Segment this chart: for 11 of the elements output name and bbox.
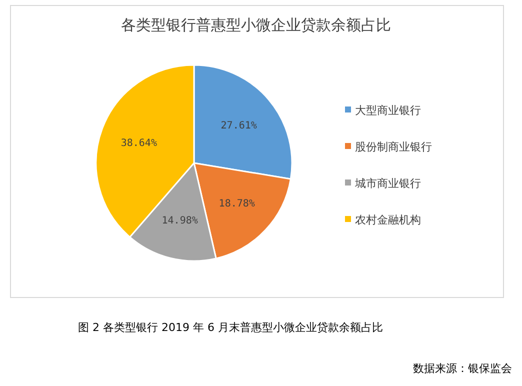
legend-label: 农村金融机构 [355, 213, 421, 226]
data-label: 27.61% [220, 120, 257, 132]
data-label: 38.64% [120, 138, 157, 149]
legend-label: 大型商业银行 [355, 104, 421, 117]
legend-label: 股份制商业银行 [355, 140, 432, 154]
caption: 图 2 各类型银行 2019 年 6 月末普惠型小微企业贷款余额占比 [78, 321, 383, 334]
data-label: 14.98% [162, 216, 198, 227]
source-note: 数据来源：银保监会 [413, 362, 512, 375]
data-label: 18.78% [218, 198, 255, 210]
chart-title: 各类型银行普惠型小微企业贷款余额占比 [121, 16, 391, 34]
legend-label: 城市商业银行 [354, 176, 421, 190]
